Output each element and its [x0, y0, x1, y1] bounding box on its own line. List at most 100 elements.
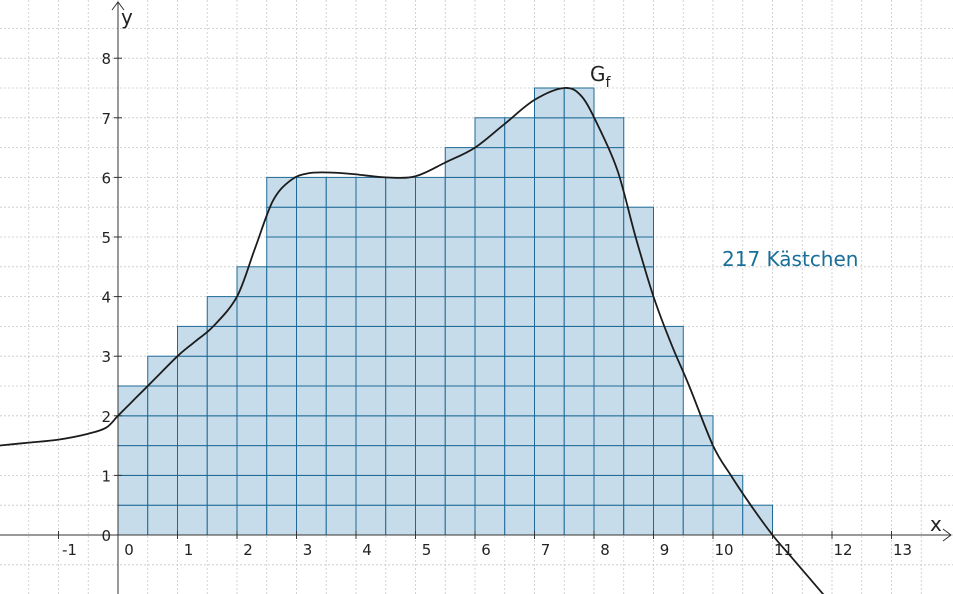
box-cell [355, 236, 387, 268]
box-cell [534, 117, 565, 149]
box-cell [355, 296, 387, 327]
box-cell [177, 445, 208, 476]
box-cell [355, 474, 387, 506]
box-cell [296, 176, 327, 208]
box-cell [474, 117, 506, 149]
box-cell [712, 504, 744, 536]
box-cell [355, 176, 387, 208]
box-cell [444, 296, 476, 327]
x-tick-label: 0 [124, 541, 134, 559]
box-cell [415, 445, 446, 476]
box-cell [534, 445, 565, 476]
box-cell [653, 474, 684, 506]
box-cell [563, 147, 595, 178]
box-cell [682, 415, 714, 447]
x-tick-label: 8 [600, 541, 610, 559]
x-tick-label: 7 [541, 541, 551, 559]
x-tick-label: 12 [833, 541, 852, 559]
box-cell [266, 236, 297, 268]
box-cell [623, 236, 654, 268]
box-cell [325, 176, 357, 208]
box-cell [266, 325, 297, 357]
box-cell [623, 474, 654, 506]
box-cell [355, 415, 387, 447]
box-cell [236, 355, 268, 387]
box-cell [444, 147, 476, 178]
box-cell [474, 266, 506, 298]
y-axis-arrow [111, 1, 125, 11]
box-cell [563, 206, 595, 238]
box-cell [504, 206, 535, 238]
box-cell [415, 176, 446, 208]
box-cell [385, 176, 416, 208]
box-cell [563, 176, 595, 208]
box-cell [563, 445, 595, 476]
x-tick-label: 9 [660, 541, 670, 559]
box-cell [504, 176, 535, 208]
box-cell [266, 266, 297, 298]
box-cell [504, 296, 535, 327]
box-cell [623, 445, 654, 476]
function-curve [0, 87, 825, 594]
box-cell [296, 236, 327, 268]
y-tick-label: 8 [101, 50, 111, 68]
box-cell [593, 117, 625, 149]
box-cell [474, 504, 506, 536]
box-cell [415, 266, 446, 298]
box-cell [593, 206, 625, 238]
box-cell [444, 355, 476, 387]
box-cell [325, 355, 357, 387]
box-cell [563, 296, 595, 327]
box-cell [563, 474, 595, 506]
box-cell [206, 474, 238, 506]
box-cell [206, 415, 238, 447]
box-cell [385, 385, 416, 417]
box-cell [296, 266, 327, 298]
box-cell [325, 504, 357, 536]
box-cell [296, 206, 327, 238]
box-cell [266, 206, 297, 238]
box-cell [415, 474, 446, 506]
box-cell [593, 385, 625, 417]
box-cell [355, 445, 387, 476]
box-cell [385, 266, 416, 298]
box-cell [504, 445, 535, 476]
box-cell [653, 385, 684, 417]
box-cell [296, 325, 327, 357]
box-cell [563, 117, 595, 149]
box-cell [682, 474, 714, 506]
box-cell [355, 325, 387, 357]
box-cell [385, 474, 416, 506]
box-cell [563, 504, 595, 536]
curve-label: Gf [590, 62, 612, 91]
box-cell [474, 176, 506, 208]
box-cell [504, 415, 535, 447]
box-cell [474, 355, 506, 387]
box-cell [385, 206, 416, 238]
box-cell [444, 206, 476, 238]
box-cell [653, 445, 684, 476]
box-cell [474, 236, 506, 268]
box-cell [415, 385, 446, 417]
box-cell [444, 474, 476, 506]
box-cell [325, 296, 357, 327]
box-cell [325, 236, 357, 268]
box-cell [147, 385, 178, 417]
box-cell [444, 504, 476, 536]
y-tick-label: 3 [101, 348, 111, 366]
box-cell [534, 176, 565, 208]
box-cell [444, 325, 476, 357]
box-cell [534, 385, 565, 417]
box-cell [206, 385, 238, 417]
box-cell [534, 147, 565, 178]
count-annotation: 217 Kästchen [722, 247, 858, 271]
box-cell [325, 325, 357, 357]
box-cell [325, 266, 357, 298]
box-cell [474, 147, 506, 178]
tick-marks [58, 57, 892, 539]
box-cell [593, 147, 625, 178]
box-cell [177, 504, 208, 536]
box-cell [504, 147, 535, 178]
box-cell [266, 445, 297, 476]
x-tick-label: 4 [362, 541, 372, 559]
